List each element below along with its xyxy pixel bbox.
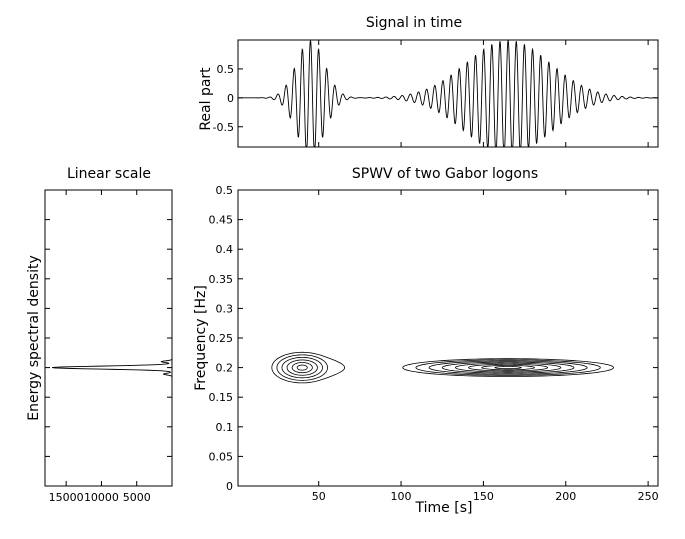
spwv-contours xyxy=(271,351,614,384)
esd-axes xyxy=(44,189,173,487)
esd-x-ticks: 15000 10000 5000 xyxy=(49,190,151,504)
spwv-title: SPWV of two Gabor logons xyxy=(352,166,538,182)
signal-ylabel: Real part xyxy=(198,67,214,131)
spwv-y-tick-label: 0.1 xyxy=(216,421,234,434)
spwv-contour-line xyxy=(286,359,318,376)
spwv-xlabel: Time [s] xyxy=(415,500,473,516)
spwv-contour-line xyxy=(454,362,562,373)
spwv-y-tick-label: 0.35 xyxy=(209,273,234,286)
spwv-x-tick-label: 100 xyxy=(391,490,412,503)
esd-x-tick-label: 10000 xyxy=(84,491,119,504)
spwv-x-ticks: 50 100 150 200 250 xyxy=(312,190,659,503)
signal-panel: Signal in time Real part -0.5 0 0.5 xyxy=(198,15,659,148)
signal-y-tick-label: 0 xyxy=(227,92,234,105)
signal-axes xyxy=(237,39,659,148)
esd-trace xyxy=(52,190,173,486)
spwv-x-tick-label: 150 xyxy=(473,490,494,503)
signal-title: Signal in time xyxy=(366,15,462,31)
spwv-axes xyxy=(237,189,659,487)
spwv-x-tick-label: 200 xyxy=(555,490,576,503)
esd-y-ticks xyxy=(45,189,172,457)
spwv-y-tick-label: 0.4 xyxy=(216,243,234,256)
spwv-y-tick-label: 0.2 xyxy=(216,362,234,375)
spwv-contour-line xyxy=(296,364,308,371)
signal-trace xyxy=(238,39,659,148)
spwv-contour-line xyxy=(276,354,328,381)
spwv-contour-line xyxy=(428,360,588,375)
spwv-y-tick-label: 0.05 xyxy=(209,450,234,463)
spwv-y-tick-label: 0 xyxy=(226,480,233,493)
signal-y-tick-label: -0.5 xyxy=(213,121,234,134)
esd-ylabel: Energy spectral density xyxy=(26,255,42,420)
spwv-y-ticks: 0 0.05 0.1 0.15 0.2 0.25 0.3 0.35 0.4 0.45 0.5 xyxy=(209,184,658,493)
spwv-contour-line xyxy=(468,363,549,372)
spwv-contour-line xyxy=(415,359,601,376)
spwv-contour-line xyxy=(494,366,522,370)
esd-x-tick-label: 15000 xyxy=(49,491,84,504)
spwv-ylabel: Frequency [Hz] xyxy=(193,285,209,391)
spwv-y-tick-label: 0.15 xyxy=(209,391,234,404)
spwv-y-tick-label: 0.25 xyxy=(209,332,234,345)
signal-y-ticks: -0.5 0 0.5 xyxy=(213,40,658,147)
spwv-y-tick-label: 0.3 xyxy=(216,302,234,315)
spwv-y-tick-label: 0.45 xyxy=(209,214,234,227)
spwv-contour-line xyxy=(281,357,323,379)
spwv-contour-line xyxy=(271,351,346,384)
esd-x-tick-label: 5000 xyxy=(123,491,151,504)
esd-title: Linear scale xyxy=(67,166,151,182)
spwv-y-tick-label: 0.5 xyxy=(216,184,234,197)
spwv-contour-line xyxy=(402,358,614,377)
spwv-contour-line xyxy=(481,364,535,371)
spwv-x-tick-label: 50 xyxy=(312,490,326,503)
spwv-contour-line xyxy=(441,361,575,374)
spwv-x-tick-label: 250 xyxy=(638,490,659,503)
spwv-panel: SPWV of two Gabor logons Frequency [Hz] … xyxy=(193,166,659,516)
spwv-contour-line xyxy=(291,362,313,374)
esd-panel: Linear scale Energy spectral density 150… xyxy=(26,166,173,504)
signal-y-tick-label: 0.5 xyxy=(217,63,235,76)
